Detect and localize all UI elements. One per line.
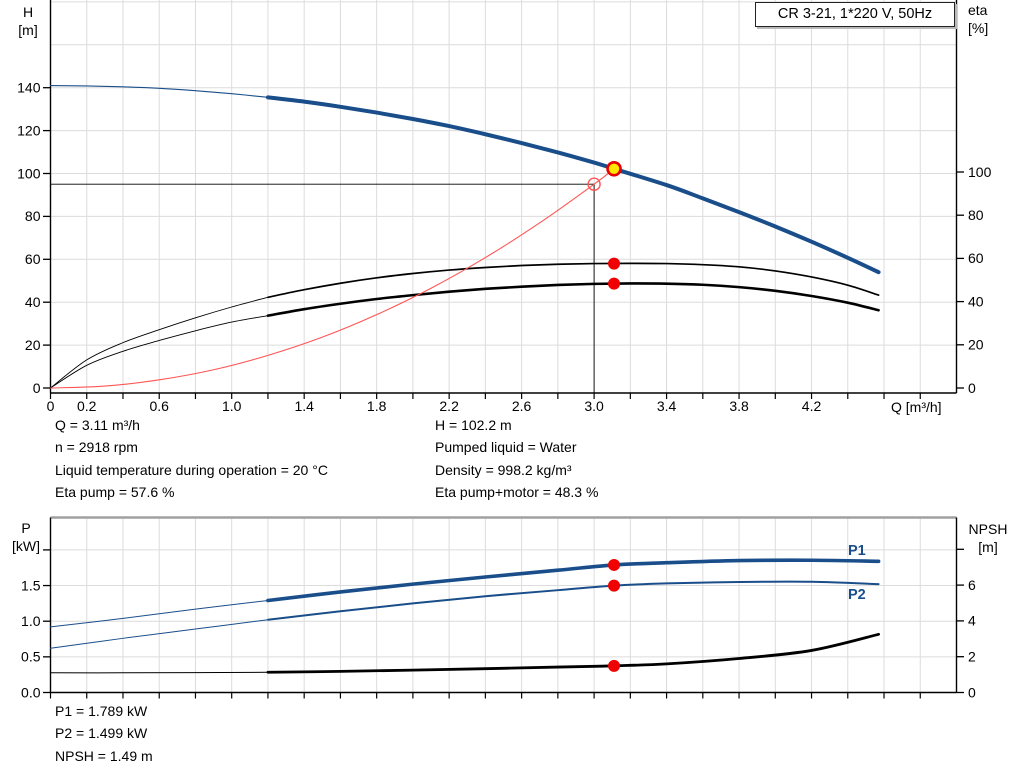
x-tick-label: 0 — [47, 398, 55, 414]
y-tick-label-right: 4 — [968, 613, 976, 629]
info-line: Q = 3.11 m³/h — [55, 417, 140, 433]
x-tick-label: 1.4 — [294, 398, 314, 414]
p-axis-unit-label: P [kW] — [12, 520, 40, 554]
y-tick-label-left: 120 — [17, 122, 41, 138]
y-tick-label-right: 6 — [968, 577, 976, 593]
curve-title-box: CR 3-21, 1*220 V, 50Hz — [755, 2, 955, 27]
info-line: P1 = 1.789 kW — [55, 703, 148, 719]
duty-info-left: Q = 3.11 m³/h n = 2918 rpm Liquid temper… — [55, 414, 328, 503]
y-tick-label-right: 0 — [968, 684, 976, 700]
p1-curve-label: P1 — [848, 543, 866, 559]
y-tick-label-left: 0 — [33, 380, 41, 396]
npsh-dot — [608, 659, 621, 672]
power-info: P1 = 1.789 kW P2 = 1.499 kW NPSH = 1.49 … — [55, 700, 153, 767]
system-curve — [49, 168, 615, 389]
x-tick-label: 0.2 — [77, 398, 97, 414]
x-tick-label: 3.0 — [584, 398, 604, 414]
info-line: H = 102.2 m — [435, 417, 512, 433]
x-tick-label: 4.2 — [802, 398, 822, 414]
duty-point-marker[interactable] — [606, 160, 622, 177]
eta-pump-motor-curve-thin — [50, 315, 269, 389]
npsh-curve-thin — [50, 671, 269, 674]
info-line: P2 = 1.499 kW — [55, 725, 148, 742]
y-tick-label-left: 40 — [25, 294, 41, 310]
duty-info-right: H = 102.2 m Pumped liquid = Water Densit… — [435, 414, 598, 503]
x-tick-label: 2.6 — [512, 398, 532, 414]
p2-curve-label: P2 — [848, 587, 866, 603]
info-line: Liquid temperature during operation = 20… — [55, 461, 328, 478]
y-tick-label-left: 1.5 — [21, 577, 41, 593]
eta-pump-motor-dot — [608, 277, 621, 290]
y-tick-label-left: 80 — [25, 208, 41, 224]
p2-dot — [608, 579, 621, 592]
x-tick-label: 3.4 — [657, 398, 677, 414]
h-curve-thin — [49, 85, 269, 98]
info-line: Pumped liquid = Water — [435, 439, 577, 456]
npsh-axis-unit-label: NPSH [m] — [968, 521, 1008, 555]
y-tick-label-left: 0.0 — [21, 684, 41, 700]
eta-axis-unit-label: eta [%] — [968, 2, 989, 36]
h-axis-unit-label: H [m] — [18, 4, 38, 38]
p2-curve-thin — [50, 619, 269, 649]
h-curve — [265, 95, 881, 275]
x-tick-label: 0.6 — [149, 398, 169, 414]
p1-curve — [266, 558, 881, 603]
requested-duty-marker[interactable] — [587, 177, 601, 191]
eta-pump-motor-curve — [266, 282, 880, 317]
x-tick-label: 3.8 — [729, 398, 749, 414]
p1-dot — [608, 558, 621, 571]
y-tick-label-left: 20 — [25, 337, 41, 353]
y-tick-label-left: 60 — [25, 251, 41, 267]
eta-pump-curve-thin — [50, 296, 269, 389]
y-tick-label-right: 20 — [968, 337, 984, 353]
x-tick-label: 2.2 — [439, 398, 459, 414]
p1-curve-thin — [50, 600, 269, 628]
y-tick-label-left: 140 — [17, 80, 41, 96]
p2-curve — [266, 580, 880, 621]
y-tick-label-right: 2 — [968, 649, 976, 665]
y-tick-label-left: 100 — [17, 165, 41, 181]
y-tick-label-right: 0 — [968, 380, 976, 396]
y-tick-label-left: 1.0 — [21, 613, 41, 629]
x-tick-label: 1.8 — [367, 398, 387, 414]
info-line: Eta pump = 57.6 % — [55, 483, 175, 500]
npsh-curve — [266, 632, 880, 674]
q-axis-label: Q [m³/h] — [891, 399, 942, 415]
info-line: Eta pump+motor = 48.3 % — [435, 483, 599, 500]
eta-pump-curve — [267, 262, 880, 299]
x-tick-label: 1.0 — [222, 398, 242, 414]
info-line: Density = 998.2 kg/m³ — [435, 461, 572, 478]
y-tick-label-right: 100 — [968, 164, 992, 180]
y-tick-label-right: 40 — [968, 293, 984, 309]
y-tick-label-left: 0.5 — [21, 649, 41, 665]
y-tick-label-right: 60 — [968, 250, 984, 266]
info-line: n = 2918 rpm — [55, 439, 138, 456]
eta-pump-dot — [608, 257, 621, 270]
info-line: NPSH = 1.49 m — [55, 747, 153, 764]
y-tick-label-right: 80 — [968, 207, 984, 223]
